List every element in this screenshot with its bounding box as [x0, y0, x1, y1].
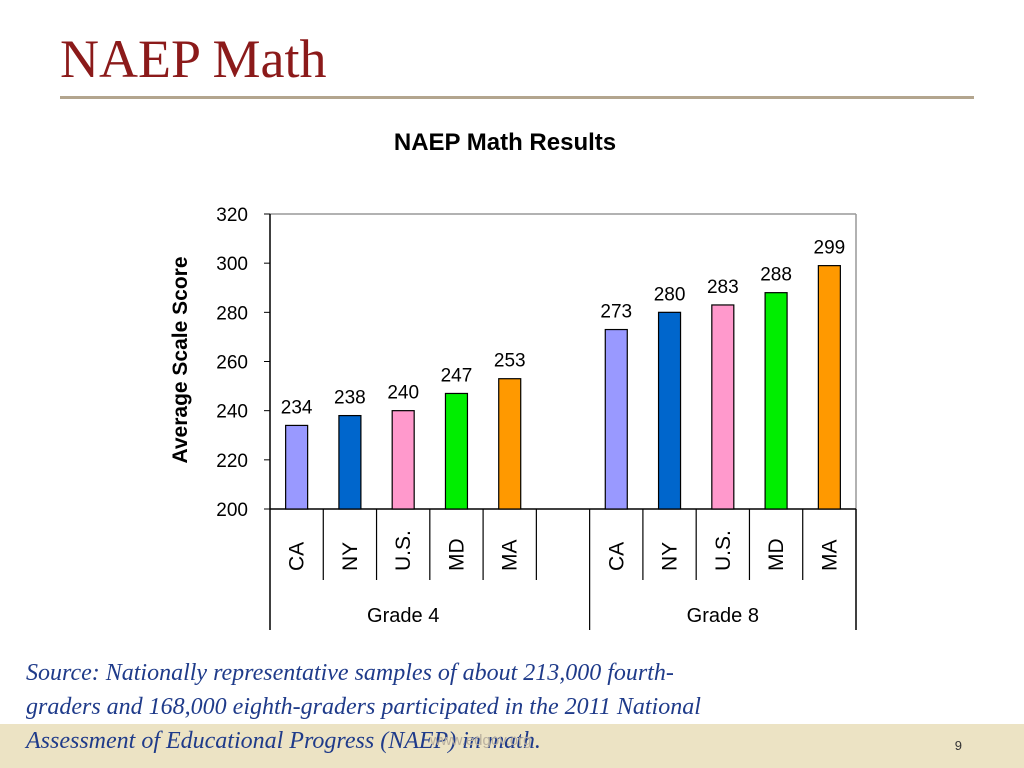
data-label: 253 — [494, 351, 526, 372]
source-note: Source: Nationally representative sample… — [26, 660, 701, 754]
y-tick-label: 240 — [216, 402, 248, 423]
category-label: CA — [286, 542, 309, 571]
page-number: 9 — [954, 738, 962, 753]
bar — [338, 414, 362, 510]
bar — [711, 304, 735, 510]
group-label: Grade 8 — [687, 605, 759, 627]
bar — [657, 311, 682, 510]
slide-title: NAEP Math — [60, 29, 327, 89]
data-label: 247 — [441, 365, 473, 386]
y-tick-label: 320 — [216, 205, 248, 226]
bar-chart: NAEP Math Results Average Scale Score 200 2… — [169, 129, 857, 630]
data-label: 238 — [334, 388, 366, 409]
data-label: 240 — [387, 383, 419, 404]
y-tick-label: 260 — [216, 353, 248, 374]
data-label: 234 — [281, 397, 313, 418]
title-divider — [60, 96, 974, 99]
bar — [391, 410, 415, 510]
y-tick-label: 300 — [216, 254, 248, 275]
chart-title: NAEP Math Results — [394, 129, 616, 156]
y-axis-label: Average Scale Score — [169, 256, 192, 463]
data-label: 288 — [760, 265, 792, 286]
data-label: 299 — [814, 238, 846, 259]
category-label: U.S. — [712, 530, 735, 571]
bar — [604, 328, 628, 510]
category-label: MD — [765, 538, 788, 571]
category-label: U.S. — [392, 530, 415, 571]
category-label: CA — [605, 542, 628, 571]
bar — [498, 378, 522, 510]
data-label: 283 — [707, 277, 739, 298]
category-label: MD — [445, 538, 468, 571]
group-label: Grade 4 — [367, 605, 439, 627]
watermark: www.edgov.org — [430, 732, 532, 749]
bar — [817, 265, 841, 510]
category-label: MA — [499, 540, 522, 572]
bar — [764, 292, 788, 510]
category-label: MA — [818, 540, 841, 572]
bar — [444, 392, 469, 510]
data-label: 273 — [600, 302, 632, 323]
y-tick-label: 200 — [216, 500, 248, 521]
bar — [285, 424, 309, 510]
category-label: NY — [659, 542, 682, 571]
data-label: 280 — [654, 284, 686, 305]
y-tick-label: 280 — [216, 303, 248, 324]
category-label: NY — [339, 542, 362, 571]
y-tick-label: 220 — [216, 451, 248, 472]
footer-band — [0, 724, 1024, 768]
